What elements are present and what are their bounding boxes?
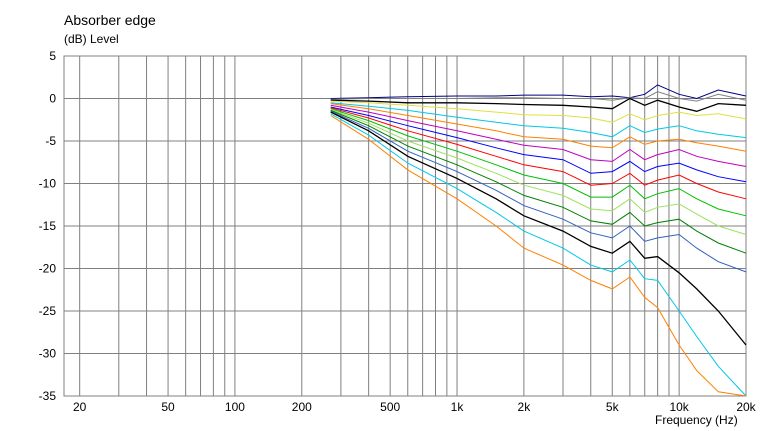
series-line-11 [330, 109, 747, 235]
series-line-14 [330, 111, 747, 346]
series-line-9 [330, 107, 747, 200]
x-tick-label: 20k [736, 400, 756, 414]
x-tick-label: 2k [518, 400, 532, 414]
series-line-16 [330, 115, 747, 397]
x-tick-label: 100 [225, 400, 245, 414]
y-tick-label: -25 [39, 304, 57, 318]
y-tick-label: 0 [49, 92, 56, 106]
x-axis-label: Frequency (Hz) [655, 413, 738, 427]
y-tick-label: -10 [39, 177, 57, 191]
series-line-1 [330, 84, 747, 100]
y-tick-label: -30 [39, 347, 57, 361]
x-tick-labels: 20 50 100 200 500 1k 2k 5k 10k 20k [73, 400, 757, 414]
x-tick-label: 200 [292, 400, 312, 414]
x-tick-label: 50 [161, 400, 175, 414]
series-line-8 [330, 106, 747, 183]
series-layer [330, 84, 747, 397]
x-tick-label: 20 [73, 400, 87, 414]
y-tick-label: -20 [39, 262, 57, 276]
series-line-6 [330, 103, 747, 152]
chart-title: Absorber edge [64, 12, 156, 28]
y-tick-label: -15 [39, 219, 57, 233]
x-tick-label: 5k [606, 400, 620, 414]
series-line-4 [330, 100, 747, 123]
y-axis-label: (dB) Level [64, 32, 119, 46]
series-line-5 [330, 102, 747, 139]
y-tick-labels: 5 0 -5 -10 -15 -20 -25 -30 -35 [39, 49, 57, 403]
series-line-2 [330, 91, 747, 102]
y-tick-label: -35 [39, 389, 57, 403]
series-line-15 [330, 113, 747, 397]
series-line-13 [330, 110, 747, 273]
x-tick-label: 10k [669, 400, 689, 414]
series-line-7 [330, 104, 747, 167]
y-tick-label: -5 [45, 134, 56, 148]
y-tick-label: 5 [49, 49, 56, 63]
series-line-12 [330, 109, 747, 254]
x-tick-label: 1k [451, 400, 465, 414]
series-line-10 [330, 108, 747, 217]
series-line-3 [330, 97, 747, 112]
plot-frame [63, 55, 747, 397]
x-tick-label: 500 [380, 400, 400, 414]
